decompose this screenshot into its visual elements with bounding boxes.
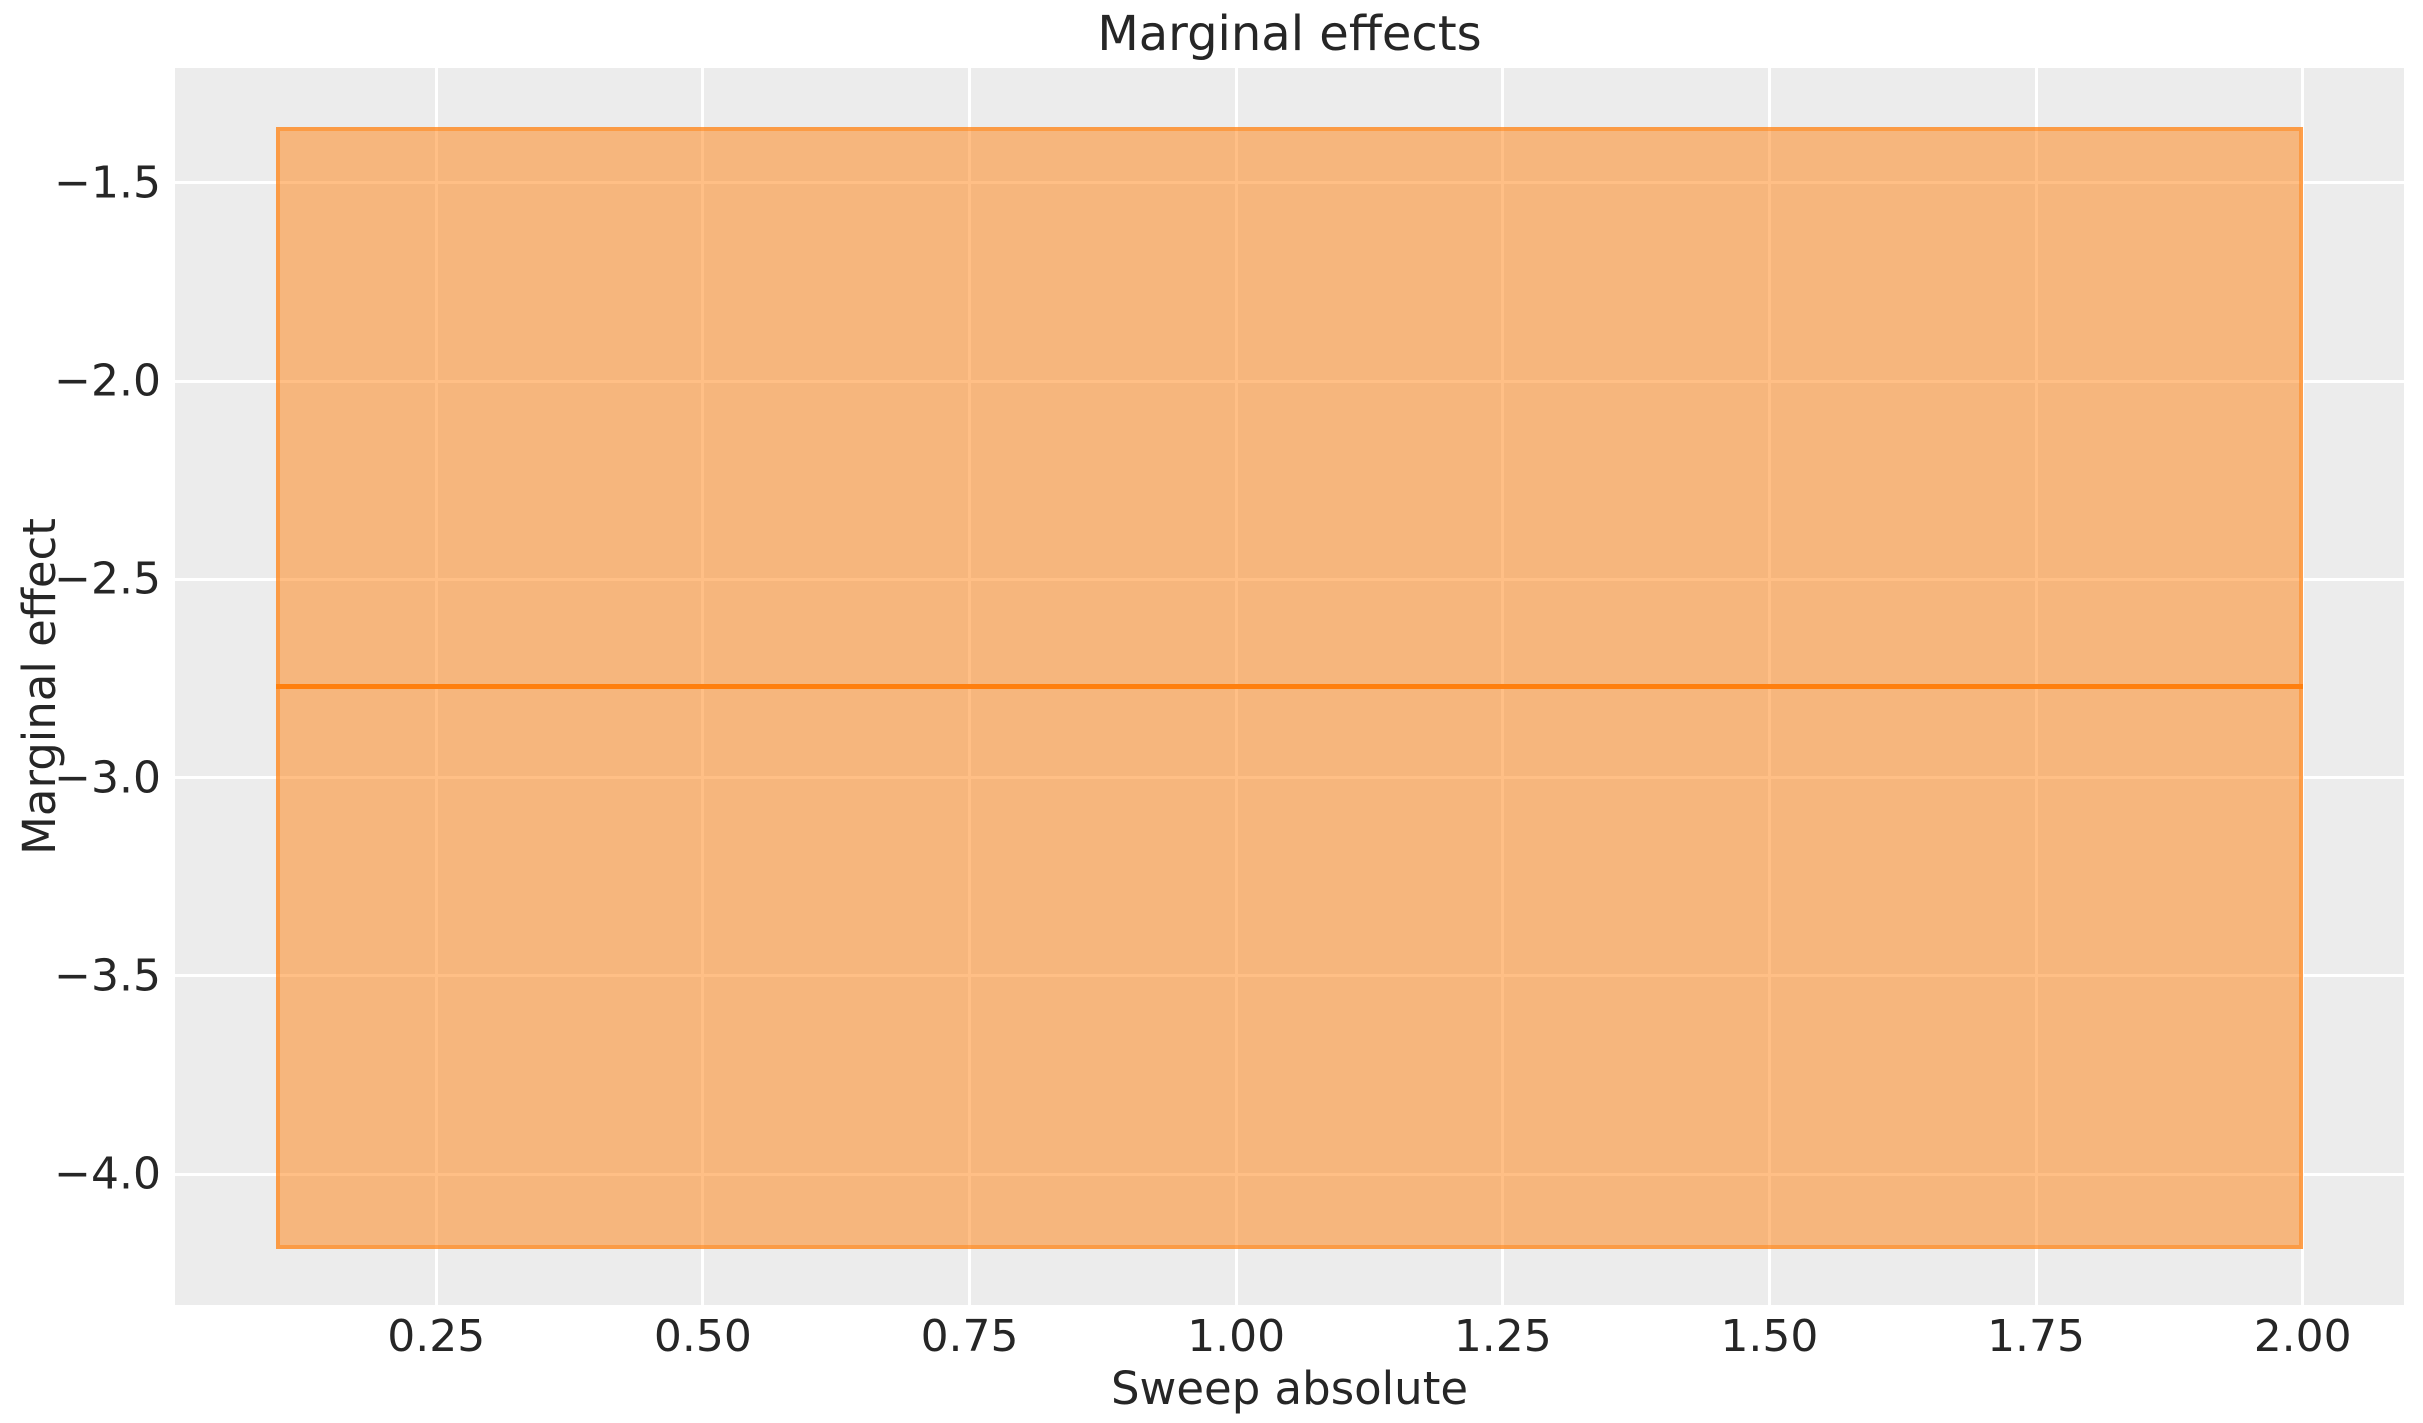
x-tick-label: 0.50 — [653, 1311, 752, 1362]
x-tick-labels: 0.25 0.50 0.75 1.00 1.25 1.50 1.75 2.00 — [175, 1311, 2404, 1369]
chart-title: Marginal effects — [1097, 6, 1482, 62]
x-tick-label: 1.25 — [1453, 1311, 1552, 1362]
y-tick-label: −4.0 — [54, 1148, 161, 1200]
y-tick-label: −1.5 — [54, 157, 161, 209]
plot-area — [175, 68, 2404, 1305]
x-tick-label: 1.00 — [1187, 1311, 1286, 1362]
y-tick-label: −2.5 — [54, 553, 161, 605]
mean-line — [276, 684, 2303, 689]
x-tick-label: 2.00 — [2253, 1311, 2352, 1362]
x-tick-label: 1.75 — [1987, 1311, 2086, 1362]
y-tick-labels: −1.5 −2.0 −2.5 −3.0 −3.5 −4.0 — [0, 68, 161, 1305]
y-tick-label: −3.0 — [54, 752, 161, 804]
x-tick-label: 0.75 — [920, 1311, 1019, 1362]
x-gridline — [2301, 68, 2305, 1305]
y-tick-label: −3.5 — [54, 950, 161, 1002]
x-tick-label: 0.25 — [387, 1311, 486, 1362]
y-tick-label: −2.0 — [54, 355, 161, 407]
x-axis-label: Sweep absolute — [1110, 1362, 1469, 1415]
x-tick-label: 1.50 — [1720, 1311, 1819, 1362]
y-axis-label: Marginal effect — [13, 518, 66, 855]
